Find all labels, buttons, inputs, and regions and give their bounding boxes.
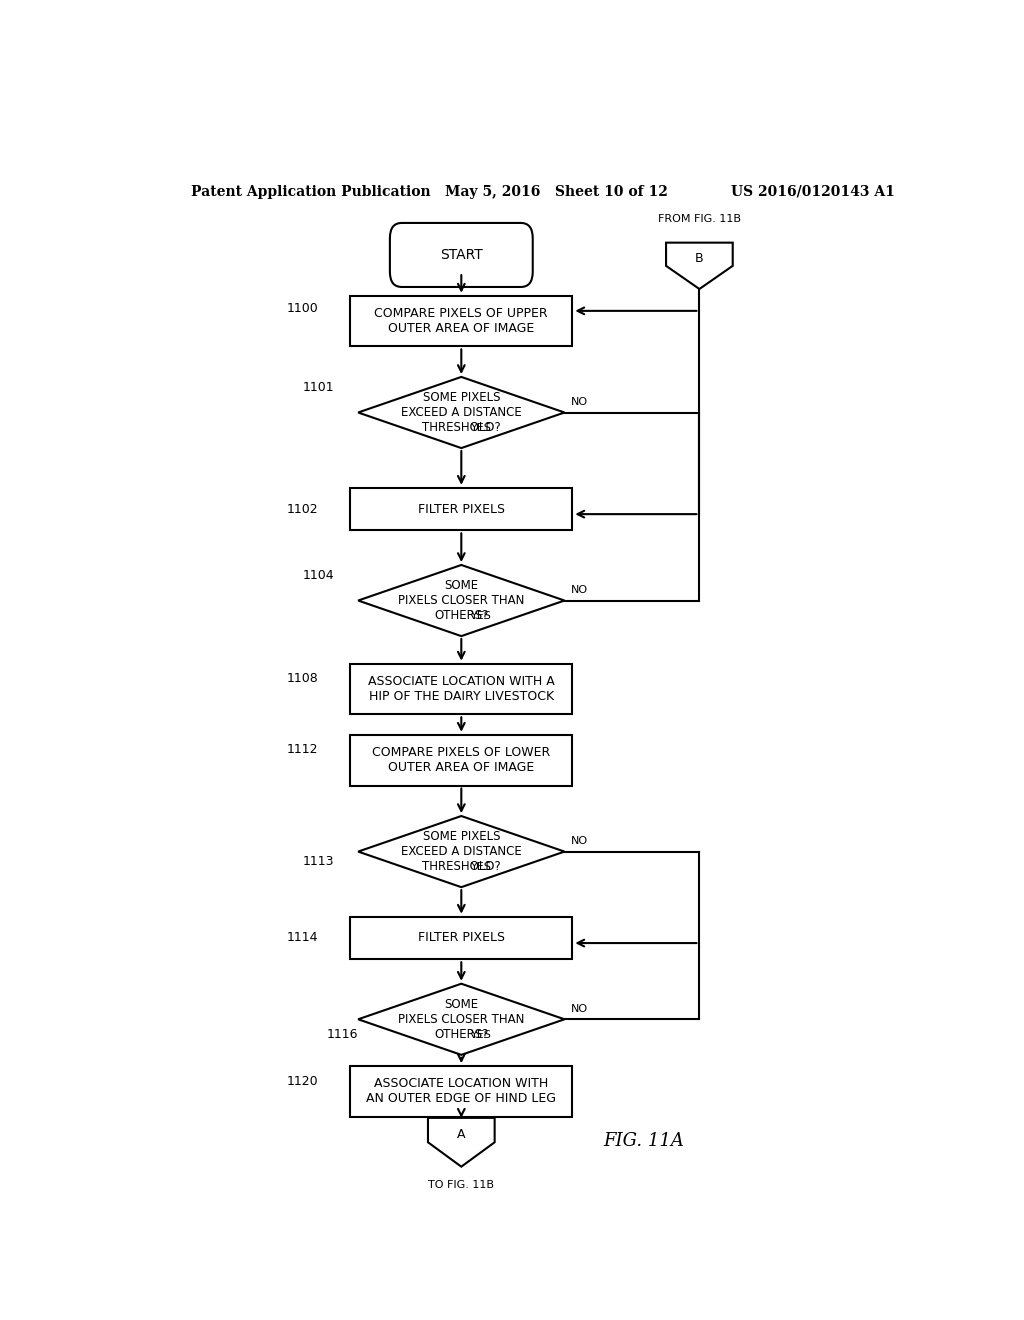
Text: 1101: 1101 — [303, 380, 334, 393]
Text: NO: NO — [570, 837, 588, 846]
Text: 1102: 1102 — [287, 503, 318, 516]
Polygon shape — [666, 243, 733, 289]
Text: ASSOCIATE LOCATION WITH
AN OUTER EDGE OF HIND LEG: ASSOCIATE LOCATION WITH AN OUTER EDGE OF… — [367, 1077, 556, 1105]
Text: 1100: 1100 — [287, 302, 318, 315]
Text: A: A — [457, 1127, 466, 1140]
Bar — [350, 487, 572, 531]
Bar — [350, 296, 572, 346]
Text: COMPARE PIXELS OF LOWER
OUTER AREA OF IMAGE: COMPARE PIXELS OF LOWER OUTER AREA OF IM… — [372, 746, 551, 774]
Text: SOME PIXELS
EXCEED A DISTANCE
THRESHOLD?: SOME PIXELS EXCEED A DISTANCE THRESHOLD? — [401, 830, 521, 873]
Text: SOME
PIXELS CLOSER THAN
OTHERS?: SOME PIXELS CLOSER THAN OTHERS? — [398, 998, 524, 1040]
Polygon shape — [358, 983, 564, 1055]
Text: 1120: 1120 — [287, 1074, 318, 1088]
Text: 1104: 1104 — [303, 569, 334, 582]
Bar — [350, 916, 572, 960]
Text: YES: YES — [471, 1030, 492, 1040]
Text: 1116: 1116 — [327, 1028, 358, 1041]
Text: 1113: 1113 — [303, 855, 334, 869]
Text: US 2016/0120143 A1: US 2016/0120143 A1 — [731, 185, 895, 199]
Text: COMPARE PIXELS OF UPPER
OUTER AREA OF IMAGE: COMPARE PIXELS OF UPPER OUTER AREA OF IM… — [375, 308, 548, 335]
Text: YES: YES — [471, 611, 492, 620]
Polygon shape — [428, 1118, 495, 1167]
Text: 1114: 1114 — [287, 932, 318, 945]
Text: Patent Application Publication: Patent Application Publication — [191, 185, 431, 199]
Text: 1108: 1108 — [287, 672, 318, 685]
Text: B: B — [695, 252, 703, 264]
Text: TO FIG. 11B: TO FIG. 11B — [428, 1180, 495, 1189]
Text: YES: YES — [471, 422, 492, 433]
Text: NO: NO — [570, 397, 588, 408]
Polygon shape — [358, 565, 564, 636]
Text: NO: NO — [570, 585, 588, 595]
Text: YES: YES — [471, 862, 492, 871]
Bar — [350, 1067, 572, 1117]
Text: May 5, 2016   Sheet 10 of 12: May 5, 2016 Sheet 10 of 12 — [445, 185, 669, 199]
Bar — [350, 735, 572, 785]
Text: FIG. 11A: FIG. 11A — [603, 1133, 684, 1150]
Text: 1112: 1112 — [287, 743, 318, 756]
Text: NO: NO — [570, 1005, 588, 1014]
Text: SOME
PIXELS CLOSER THAN
OTHERS?: SOME PIXELS CLOSER THAN OTHERS? — [398, 579, 524, 622]
Text: SOME PIXELS
EXCEED A DISTANCE
THRESHOLD?: SOME PIXELS EXCEED A DISTANCE THRESHOLD? — [401, 391, 521, 434]
Polygon shape — [358, 816, 564, 887]
Text: ASSOCIATE LOCATION WITH A
HIP OF THE DAIRY LIVESTOCK: ASSOCIATE LOCATION WITH A HIP OF THE DAI… — [368, 675, 555, 704]
Text: FILTER PIXELS: FILTER PIXELS — [418, 503, 505, 516]
FancyBboxPatch shape — [390, 223, 532, 286]
Text: START: START — [440, 248, 482, 261]
Polygon shape — [358, 378, 564, 447]
Bar — [350, 664, 572, 714]
Text: FILTER PIXELS: FILTER PIXELS — [418, 932, 505, 945]
Text: FROM FIG. 11B: FROM FIG. 11B — [657, 214, 741, 224]
